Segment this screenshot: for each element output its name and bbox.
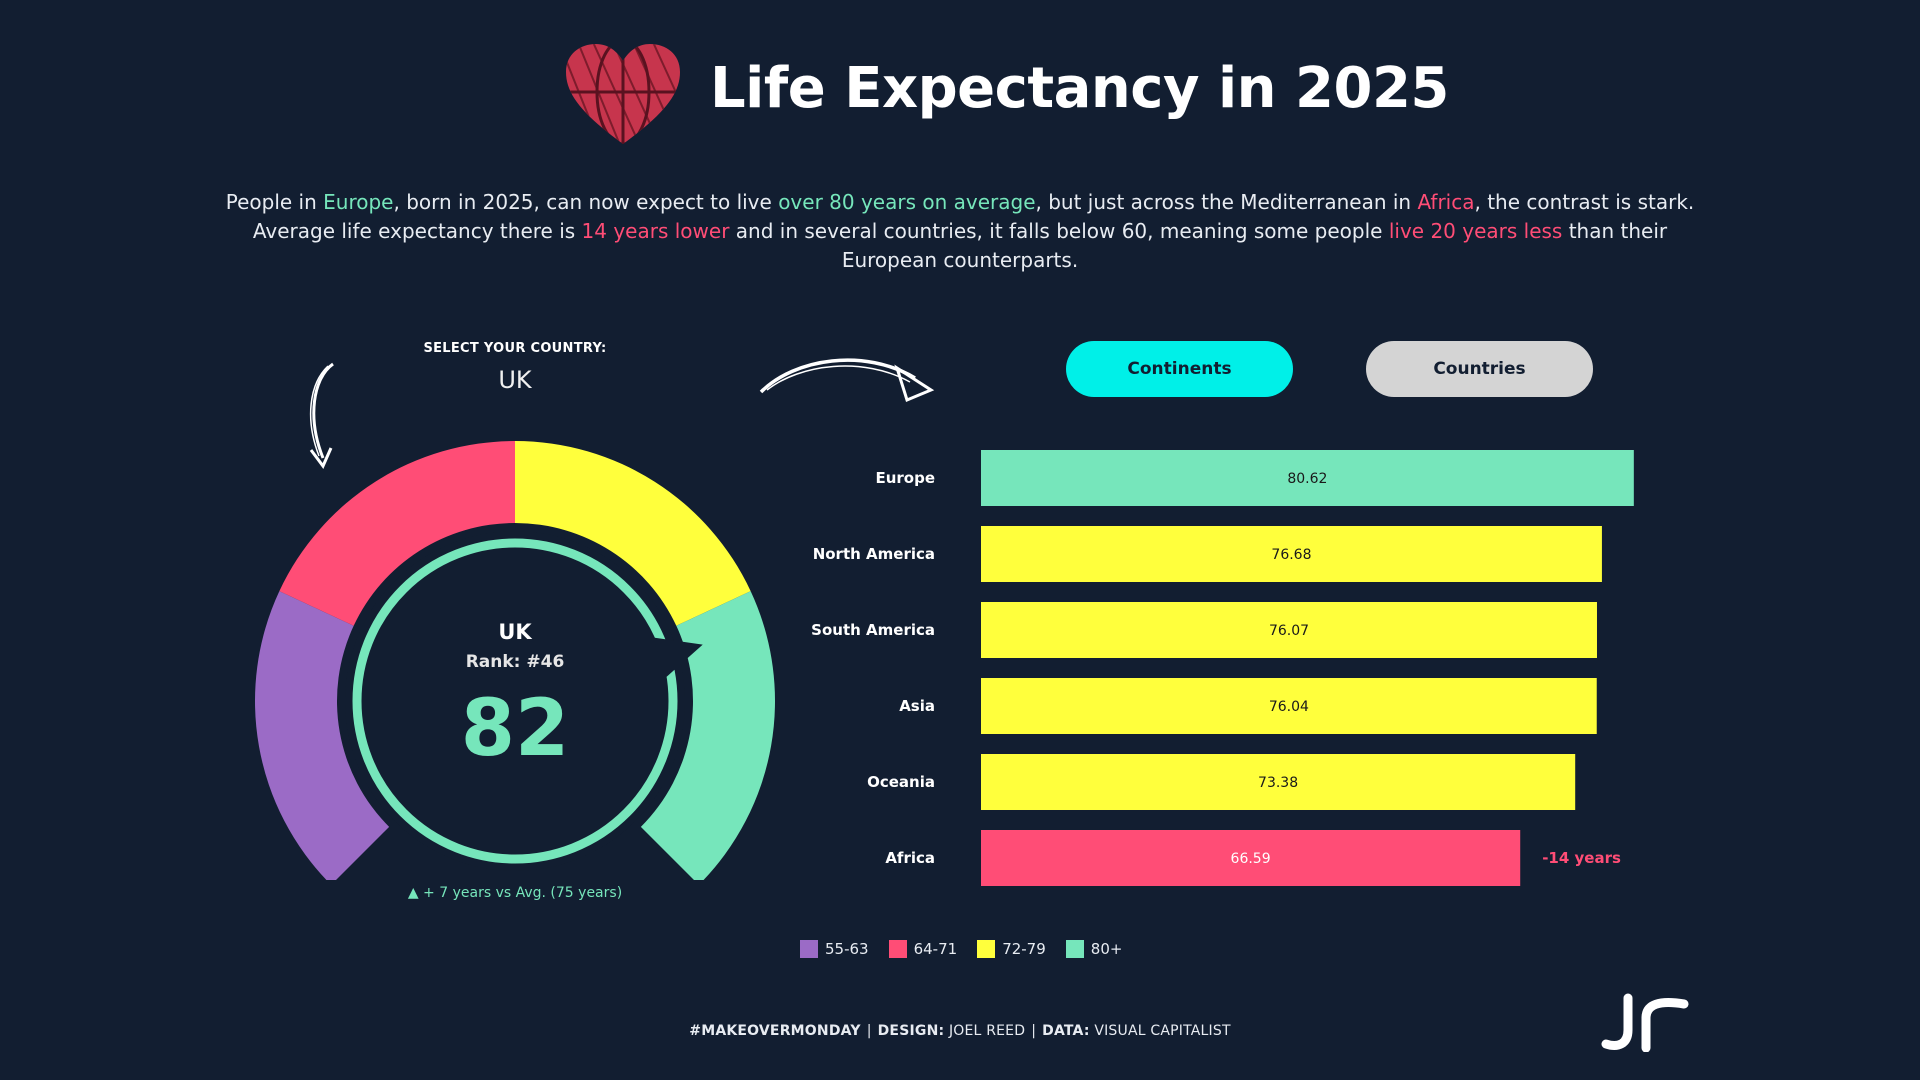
legend-item: 72-79: [977, 940, 1046, 958]
intro-paragraph: People in Europe, born in 2025, can now …: [160, 188, 1760, 275]
gauge-segments: [255, 441, 775, 880]
bar-south-america[interactable]: [981, 602, 1597, 658]
legend-label: 64-71: [913, 940, 958, 958]
bar-europe[interactable]: [981, 450, 1634, 506]
legend-label: 80+: [1090, 940, 1123, 958]
footer-separator: |: [866, 1023, 872, 1039]
gauge-segment-55-63: [255, 591, 390, 880]
bar-category-label: North America: [813, 545, 935, 563]
footer-tag: #MAKEOVERMONDAY: [689, 1023, 861, 1039]
life-expectancy-gauge: [255, 441, 775, 880]
legend-item: 80+: [1065, 940, 1123, 958]
bar-value-label: 76.07: [1269, 623, 1309, 639]
intro-text: , born in 2025, can now expect to live: [393, 190, 779, 214]
legend-item: 55-63: [800, 940, 869, 958]
bar-category-label: Europe: [875, 469, 935, 487]
bar-africa[interactable]: [981, 830, 1521, 886]
bar-value-label: 76.68: [1271, 547, 1311, 563]
bar-north-america[interactable]: [981, 526, 1602, 582]
legend-label: 55-63: [825, 940, 869, 958]
highlight-14-years: 14 years lower: [581, 219, 730, 243]
bar-value-label: 66.59: [1231, 851, 1271, 867]
intro-text: , but just across the Mediterranean in: [1035, 190, 1418, 214]
bar-asia[interactable]: [981, 678, 1597, 734]
intro-text: Average life expectancy there is: [252, 219, 582, 243]
intro-line-3: European counterparts.: [841, 248, 1079, 272]
gauge-segment-64-71: [279, 441, 515, 626]
intro-text: , the contrast is stark.: [1474, 190, 1695, 214]
bar-category-label: South America: [811, 621, 935, 639]
legend-swatch: [1065, 940, 1084, 958]
bar-category-label: Africa: [885, 849, 935, 867]
bar-value-label: 73.38: [1258, 775, 1298, 791]
country-selector[interactable]: UK: [498, 366, 532, 394]
intro-line-1: People in Europe, born in 2025, can now …: [160, 188, 1760, 217]
gauge-inner-ring-bg: [345, 531, 685, 871]
footer-separator: |: [1031, 1023, 1037, 1039]
curved-arrow-right-icon: [759, 358, 935, 403]
legend-swatch: [977, 940, 996, 958]
gauge-segment-80+: [640, 591, 775, 880]
highlight-over-80: over 80 years on average: [778, 190, 1036, 214]
intro-line-2: Average life expectancy there is 14 year…: [160, 217, 1760, 246]
intro-text: than their: [1562, 219, 1668, 243]
chart-legend: 55-63 64-71 72-79 80+: [800, 937, 1142, 961]
legend-item: 64-71: [888, 940, 958, 958]
bar-value-label: 80.62: [1287, 471, 1327, 487]
footer-data-value: VISUAL CAPITALIST: [1094, 1023, 1231, 1039]
gauge-value: 82: [460, 684, 570, 774]
legend-label: 72-79: [1002, 940, 1046, 958]
bar-oceania[interactable]: [981, 754, 1576, 810]
legend-swatch: [800, 940, 818, 958]
intro-text: and in several countries, it falls below…: [729, 219, 1389, 243]
gauge-pointer-icon: [653, 637, 703, 678]
highlight-europe: Europe: [323, 190, 394, 214]
gauge-segment-72-79: [515, 441, 751, 626]
footer-data-label: DATA:: [1042, 1023, 1090, 1039]
jr-brand-logo-icon: [1601, 993, 1689, 1052]
footer-design-value: JOEL REED: [948, 1023, 1026, 1039]
footer-design-label: DESIGN:: [877, 1023, 945, 1039]
bar-category-label: Asia: [899, 697, 935, 715]
legend-swatch: [888, 940, 907, 958]
highlight-20-years: live 20 years less: [1388, 219, 1563, 243]
highlight-africa: Africa: [1417, 190, 1475, 214]
gauge-rank: Rank: #46: [465, 652, 565, 672]
curved-arrow-down-icon: [309, 362, 334, 469]
continents-button[interactable]: Continents: [1066, 341, 1293, 397]
footer-credits: #MAKEOVERMONDAY | DESIGN: JOEL REED | DATA: …: [560, 1023, 1360, 1039]
continent-bar-chart: Europe 80.62 North America 76.68 South Ameri…: [811, 450, 1634, 886]
page-title: Life Expectancy in 2025: [710, 56, 1449, 121]
bar-category-label: Oceania: [867, 773, 935, 791]
heart-globe-icon: [566, 44, 680, 144]
gauge-country: UK: [498, 620, 532, 644]
intro-text: People in: [225, 190, 324, 214]
countries-button[interactable]: Countries: [1366, 341, 1593, 397]
gauge-inner-ring: [352, 538, 678, 864]
gauge-comparison: ▲ + 7 years vs Avg. (75 years): [407, 885, 623, 901]
bar-annotation: -14 years: [1542, 849, 1621, 867]
select-country-label: SELECT YOUR COUNTRY:: [423, 341, 607, 356]
bar-value-label: 76.04: [1269, 699, 1309, 715]
